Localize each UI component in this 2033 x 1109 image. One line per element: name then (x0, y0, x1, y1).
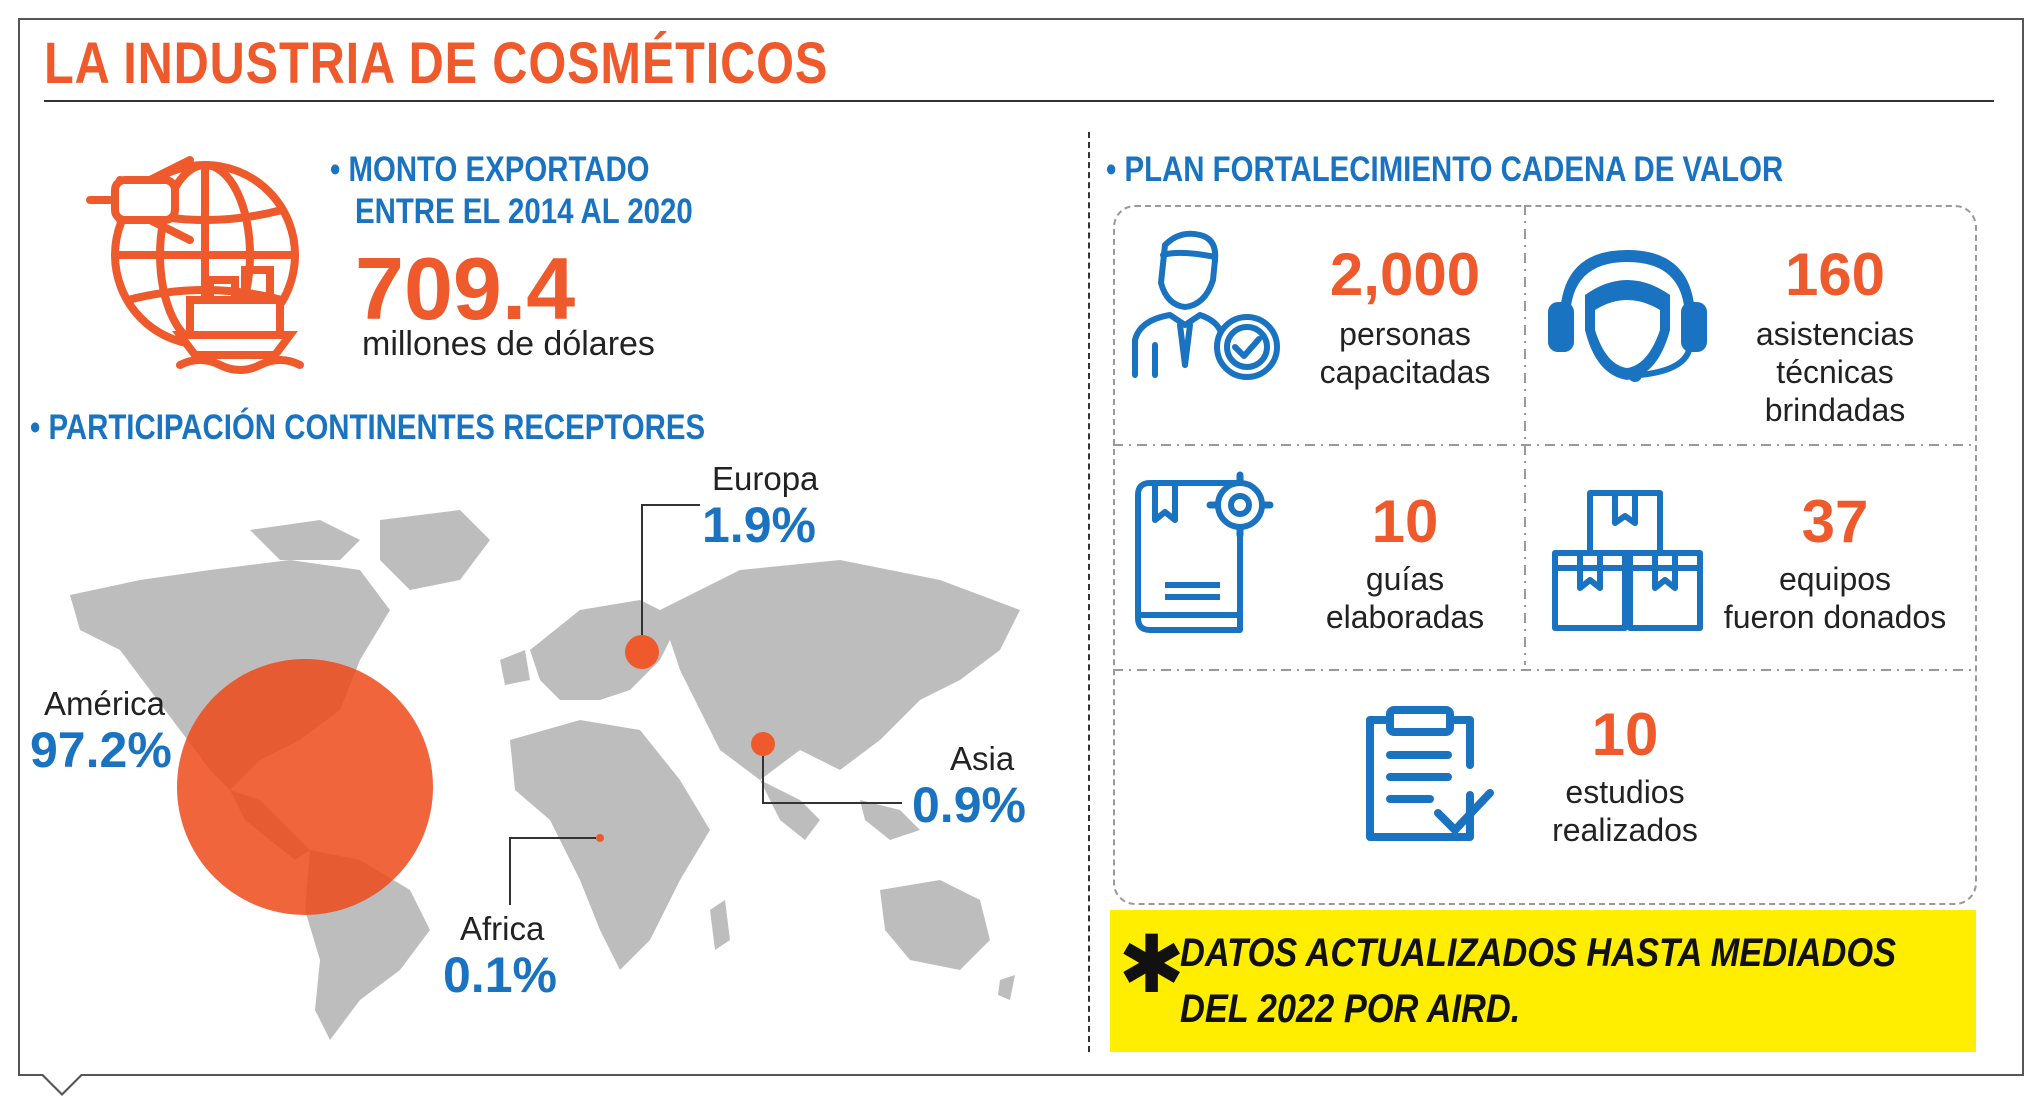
boxes-icon (1552, 490, 1703, 631)
america-pct: 97.2% (30, 722, 172, 778)
stat-1-number: 2,000 (1329, 241, 1481, 308)
america-label: América (44, 685, 166, 722)
export-unit: millones de dólares (362, 325, 655, 363)
america-bubble (177, 659, 433, 915)
stat-2-label-1: asistencias (1755, 316, 1915, 352)
stat-5-label-2: realizados (1552, 812, 1698, 848)
export-heading-line2: ENTRE EL 2014 AL 2020 (355, 192, 693, 231)
footnote-line-2: DEL 2022 POR AIRD. (1180, 987, 1521, 1031)
stat-1-label-1: personas (1339, 316, 1471, 352)
stat-2-label-3: brindadas (1764, 392, 1906, 428)
stat-4-label-1: equipos (1778, 561, 1892, 597)
stat-3-label-1: guías (1365, 561, 1445, 597)
stat-5-number: 10 (1591, 701, 1659, 768)
export-amount: 709.4 (355, 239, 576, 338)
footnote-line-1: DATOS ACTUALIZADOS HASTA MEDIADOS (1180, 931, 1897, 975)
world-map (70, 504, 1020, 1040)
continents-heading: • PARTICIPACIÓN CONTINENTES RECEPTORES (30, 408, 706, 447)
stat-5-label-1: estudios (1565, 774, 1685, 810)
stat-2-number: 160 (1784, 241, 1886, 308)
plan-heading: • PLAN FORTALECIMIENTO CADENA DE VALOR (1106, 150, 1784, 189)
stat-4-number: 37 (1801, 488, 1869, 555)
headset-agent-icon (1548, 250, 1707, 382)
clipboard-check-icon (1366, 706, 1494, 841)
column-divider (1088, 132, 1090, 1052)
africa-label: Africa (460, 910, 545, 947)
europa-pct: 1.9% (702, 497, 816, 553)
stats-grid-lines (1113, 205, 1977, 671)
asia-pct: 0.9% (912, 777, 1026, 833)
stat-1-label-2: capacitadas (1319, 354, 1491, 390)
trained-person-icon (1132, 230, 1280, 380)
footnote-text: DATOS ACTUALIZADOS HASTA MEDIADOS DEL 20… (1180, 925, 1896, 1037)
stat-3-label-2: elaboradas (1325, 599, 1485, 635)
asia-label: Asia (950, 740, 1015, 777)
export-heading-line1: • MONTO EXPORTADO (330, 150, 650, 189)
europa-label: Europa (712, 460, 819, 497)
stat-2-label-2: técnicas (1776, 354, 1894, 390)
footnote-box (1110, 910, 1976, 1052)
page-title: LA INDUSTRIA DE COSMÉTICOS (44, 31, 829, 96)
stat-4-label-2: fueron donados (1723, 599, 1947, 635)
globe-trade-icon (86, 156, 304, 374)
asterisk-icon: ✱ (1118, 920, 1186, 1009)
guide-book-icon (1135, 471, 1274, 633)
africa-pct: 0.1% (443, 947, 557, 1003)
stat-3-number: 10 (1371, 488, 1439, 555)
stats-panel (1113, 205, 1977, 905)
title-divider (44, 100, 1994, 102)
